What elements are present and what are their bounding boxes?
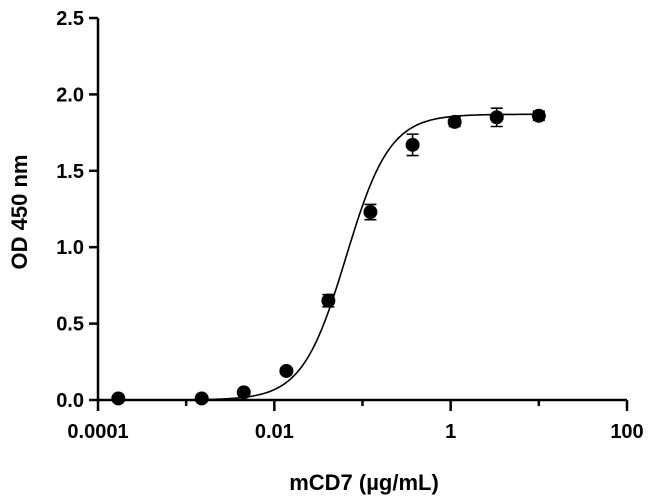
y-tick-label: 2.5 [56,8,84,30]
data-point [236,385,251,400]
y-tick-label: 2.0 [56,84,84,106]
y-tick-label: 0.0 [56,390,84,412]
data-point [321,293,336,308]
error-bars [237,107,545,395]
axes [96,18,627,402]
data-point [531,108,546,123]
y-tick-label: 1.5 [56,161,84,183]
y-tick-label: 1.0 [56,237,84,259]
ticks [89,16,629,411]
data-point [405,137,420,152]
data-point [489,110,504,125]
y-axis-title: OD 450 nm [7,155,32,270]
tick-labels: 0.0 0.5 1.0 1.5 2.0 2.5 0.0001 0.01 1 100 [56,8,644,443]
x-axis-title: mCD7 (µg/mL) [289,470,439,495]
x-tick-label: 1 [445,421,456,443]
data-point [194,391,209,406]
x-tick-label: 100 [610,421,643,443]
data-point [279,363,294,378]
y-tick-label: 0.5 [56,314,84,336]
data-point [363,205,378,220]
data-point [111,391,126,406]
fit-curve [201,113,539,401]
data-point [447,114,462,129]
data-points [111,108,546,406]
x-tick-label: 0.01 [255,421,294,443]
x-tick-label: 0.0001 [67,421,128,443]
